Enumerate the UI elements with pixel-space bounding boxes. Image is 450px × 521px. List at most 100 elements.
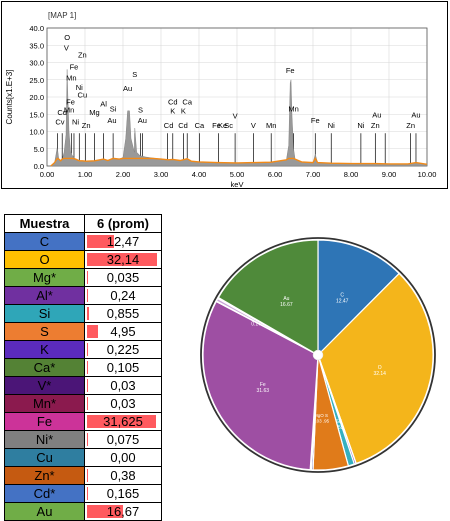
- value-cell: 12,47: [84, 232, 162, 251]
- element-cell: V*: [4, 376, 85, 395]
- x-axis-label: keV: [231, 180, 244, 188]
- table-row: Fe 31,625: [4, 412, 162, 431]
- value-cell: 0,24: [84, 286, 162, 305]
- pie-slice-au: [217, 239, 319, 357]
- value-cell: 0,00: [84, 448, 162, 467]
- element-cell: C: [4, 232, 85, 251]
- element-cell: Fe: [4, 412, 85, 431]
- x-tick-label: 6.00: [268, 170, 283, 179]
- element-cell: Cu: [4, 448, 85, 467]
- element-cell: O: [4, 250, 85, 269]
- value-cell: 0,225: [84, 340, 162, 359]
- value-bar: [87, 379, 88, 392]
- peak-label: Au: [138, 116, 147, 125]
- value-text: 0,03: [110, 396, 136, 411]
- element-cell: Mg*: [4, 268, 85, 287]
- element-cell: S: [4, 322, 85, 341]
- value-cell: 0,105: [84, 358, 162, 377]
- table-row: Mn* 0,03: [4, 394, 162, 413]
- table-header-row: Muestra 6 (prom): [4, 214, 162, 233]
- value-bar: [87, 253, 158, 266]
- value-bar: [87, 325, 98, 338]
- peak-label: V: [233, 111, 238, 120]
- element-cell: Ca*: [4, 358, 85, 377]
- table-row: C 12,47: [4, 232, 162, 251]
- peak-label: Ni: [72, 118, 79, 127]
- peak-label: Ni: [357, 121, 364, 130]
- table-row: O 32,14: [4, 250, 162, 269]
- element-cell: Zn*: [4, 466, 85, 485]
- x-tick-label: 7.00: [306, 170, 321, 179]
- peak-label: Al: [100, 100, 107, 109]
- pie-slice-o: [317, 272, 434, 465]
- value-cell: 0,855: [84, 304, 162, 323]
- value-text: 16,67: [106, 504, 140, 519]
- x-tick-label: 2.00: [116, 170, 131, 179]
- peak-label: K: [170, 107, 175, 116]
- peak-label: Si: [110, 104, 117, 113]
- value-cell: 32,14: [84, 250, 162, 269]
- value-cell: 0,03: [84, 376, 162, 395]
- y-tick-label: 40.0: [29, 24, 44, 33]
- table-row: V* 0,03: [4, 376, 162, 395]
- peak-label: Fe: [70, 62, 79, 71]
- peak-label: Ni: [76, 83, 83, 92]
- value-text: 0,38: [110, 468, 136, 483]
- value-text: 0,165: [106, 486, 140, 501]
- element-cell: Si: [4, 304, 85, 323]
- peak-label: Fe: [286, 66, 295, 75]
- value-cell: 0,035: [84, 268, 162, 287]
- peak-label: Au: [107, 116, 116, 125]
- x-tick-label: 3.00: [154, 170, 169, 179]
- pie-label-small: MgO S 0.03 .95: [313, 413, 330, 424]
- value-text: 0,105: [106, 360, 140, 375]
- peak-label: Ca: [182, 98, 192, 107]
- element-cell: Al*: [4, 286, 85, 305]
- value-text: 0,035: [106, 270, 140, 285]
- peak-label: O: [64, 33, 70, 42]
- table-row: Mg* 0,035: [4, 268, 162, 287]
- value-bar: [87, 271, 88, 284]
- value-text: 4,95: [110, 324, 136, 339]
- element-cell: Ni*: [4, 430, 85, 449]
- pie-chart: C12.47O32.14Si*.855Fe31.63Cd*0.17Au16.67…: [200, 237, 436, 473]
- peak-label: Fe: [311, 116, 320, 125]
- peak-label: Fe: [212, 121, 221, 130]
- value-bar: [87, 289, 88, 302]
- value-text: 0,24: [110, 288, 136, 303]
- peak-label: Zn: [82, 121, 91, 130]
- value-cell: 4,95: [84, 322, 162, 341]
- peak-label: Mn: [266, 121, 276, 130]
- y-axis-label: Counts[x1.E+3]: [5, 70, 14, 125]
- map-label: [MAP 1]: [48, 11, 76, 20]
- value-text: 12,47: [106, 234, 140, 249]
- peak-label: Au: [123, 84, 132, 93]
- peak-label: Cd: [178, 121, 188, 130]
- pie-label-fe: Fe 31.63: [257, 382, 270, 394]
- x-tick-label: 1.00: [78, 170, 93, 179]
- y-tick-label: 30.0: [29, 59, 44, 68]
- value-bar: [87, 433, 88, 446]
- peak-label: Fe: [66, 98, 75, 107]
- value-text: 0,03: [110, 378, 136, 393]
- y-tick-label: 15.0: [29, 110, 44, 119]
- value-bar: [87, 415, 156, 428]
- value-text: 31,625: [103, 414, 143, 429]
- value-cell: 16,67: [84, 502, 162, 521]
- x-tick-label: 4.00: [192, 170, 207, 179]
- spectrum-chart: [MAP 1] 0.0 5.0 10.0 15.0 20.0 25.0 30.0 35.0 40.…: [5, 11, 436, 188]
- peak-label: Mn: [64, 106, 74, 115]
- peak-label: Au: [411, 111, 420, 120]
- table-row: Cu 0,00: [4, 448, 162, 467]
- peak-label: Cv: [55, 118, 64, 127]
- peak-label: K: [181, 107, 186, 116]
- value-cell: 0,03: [84, 394, 162, 413]
- pie-slice-fe: [202, 300, 319, 471]
- value-bar: [87, 397, 88, 410]
- peak-label: Zn: [406, 121, 415, 130]
- y-tick-label: 5.0: [34, 145, 44, 154]
- table-row: Ca* 0,105: [4, 358, 162, 377]
- table-row: Ni* 0,075: [4, 430, 162, 449]
- peak-label: Ke: [218, 121, 227, 130]
- pie-label-si: Si* .855: [334, 419, 344, 431]
